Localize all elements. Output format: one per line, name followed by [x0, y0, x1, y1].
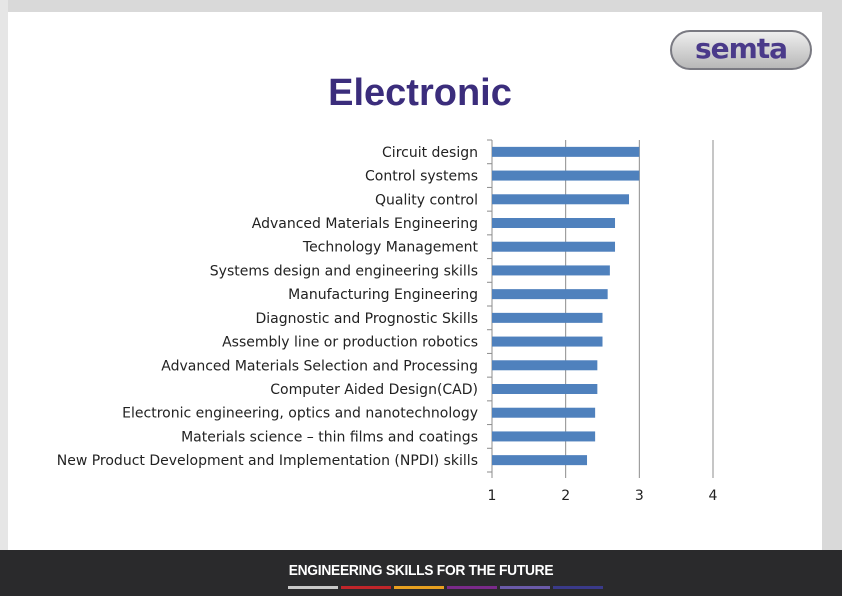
- footer-tagline: ENGINEERING SKILLS FOR THE FUTURE: [288, 562, 554, 579]
- category-label: Materials science – thin films and coati…: [181, 429, 478, 445]
- bar: [492, 360, 598, 371]
- slide-title: Electronic: [328, 72, 512, 114]
- frame-left: [0, 0, 8, 550]
- x-tick-label: 1: [488, 488, 497, 504]
- bar: [492, 241, 616, 252]
- bar: [492, 384, 598, 394]
- footer-stripe: [553, 586, 603, 589]
- category-label: Electronic engineering, optics and nanot…: [122, 406, 478, 422]
- footer-stripe: [394, 586, 444, 589]
- footer-stripe: [500, 586, 550, 589]
- bar: [492, 265, 610, 276]
- bar: [492, 455, 588, 466]
- slide: [8, 12, 822, 550]
- category-label: Technology Management: [302, 240, 479, 256]
- category-label: Diagnostic and Prognostic Skills: [256, 311, 479, 327]
- category-label: Circuit design: [382, 145, 478, 161]
- category-label: Assembly line or production robotics: [222, 335, 478, 351]
- category-label: Advanced Materials Engineering: [252, 216, 478, 232]
- footer-stripe: [447, 586, 497, 589]
- category-label: Control systems: [365, 169, 478, 185]
- category-label: Systems design and engineering skills: [210, 263, 478, 279]
- footer-stripe: [288, 586, 338, 589]
- category-label: Computer Aided Design(CAD): [270, 382, 478, 398]
- footer-stripe: [341, 586, 391, 589]
- bar: [492, 194, 630, 205]
- footer-bar: ENGINEERING SKILLS FOR THE FUTURE: [0, 550, 842, 596]
- x-tick-label: 4: [709, 488, 718, 504]
- category-label: New Product Development and Implementati…: [57, 453, 478, 469]
- bar: [492, 146, 640, 157]
- semta-logo: semta: [670, 30, 812, 70]
- logo-text: semta: [694, 32, 788, 65]
- bar: [492, 289, 608, 300]
- bar: [492, 312, 603, 323]
- bar: [492, 407, 596, 418]
- category-label: Quality control: [375, 192, 478, 208]
- x-tick-label: 2: [561, 488, 570, 504]
- frame-right: [822, 0, 842, 596]
- category-label: Advanced Materials Selection and Process…: [161, 358, 478, 374]
- bar: [492, 218, 616, 228]
- bar: [492, 431, 596, 442]
- bar: [492, 336, 603, 347]
- category-label: Manufacturing Engineering: [288, 287, 478, 303]
- bar: [492, 170, 640, 181]
- x-tick-label: 3: [635, 488, 644, 504]
